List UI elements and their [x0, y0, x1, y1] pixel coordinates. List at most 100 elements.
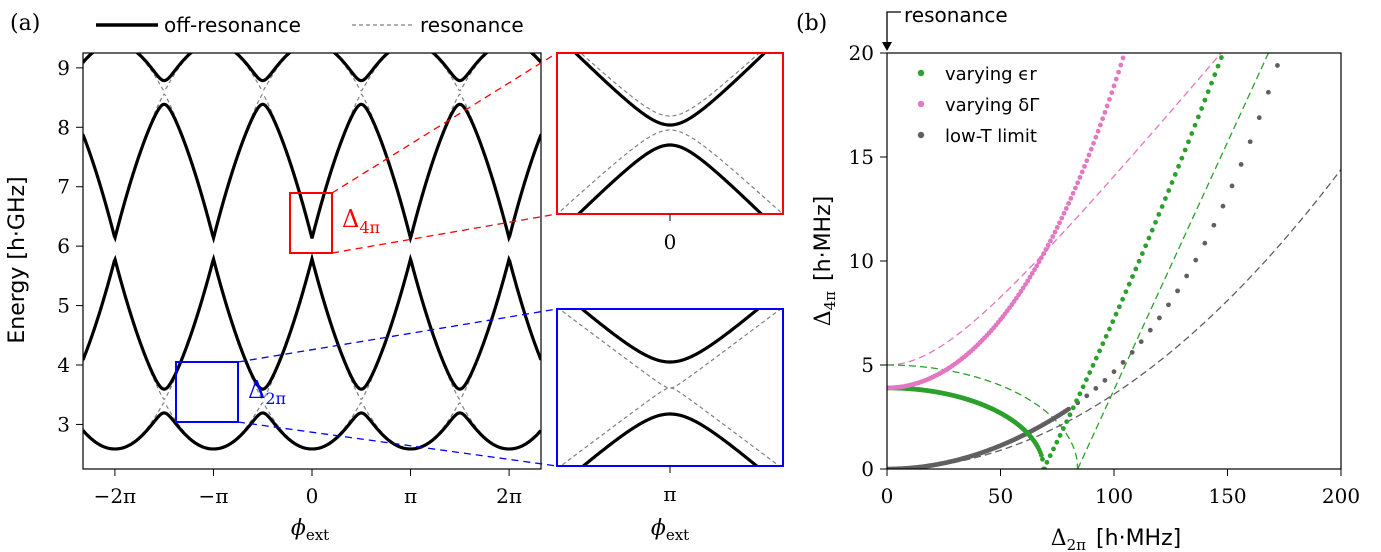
main-ylabel: Energy [h·GHz] [5, 176, 30, 343]
zoom-box-2pi [175, 361, 239, 423]
inset-bot-dash-lower [559, 387, 781, 466]
dot-gamma [1075, 180, 1081, 186]
gap-xtick-label: 150 [1208, 484, 1246, 508]
dot-gamma [1070, 190, 1076, 196]
dot-gamma [1020, 285, 1026, 291]
dot-eps [1060, 426, 1066, 431]
legend-low-t: low-T limit [945, 126, 1037, 147]
dot-gamma [1041, 251, 1047, 257]
dot-eps [1051, 446, 1056, 452]
dot-eps [1093, 355, 1099, 361]
dot-gamma [1068, 196, 1074, 201]
dot-eps [1166, 188, 1172, 193]
dot-eps [1120, 296, 1126, 302]
main-band-lower-1 [83, 252, 541, 391]
dot-lowT [1184, 273, 1190, 279]
panel-label-a: (a) [10, 11, 40, 36]
dot-eps [1139, 251, 1145, 256]
legend-dot-gamma [917, 100, 925, 108]
dot-gamma [1107, 96, 1112, 102]
dot-eps [1074, 398, 1079, 404]
dot-gamma [1095, 128, 1101, 134]
dot-gamma [1118, 62, 1124, 68]
gap-scatter-points [887, 47, 1280, 469]
dot-gamma [1061, 210, 1067, 216]
dot-lowT [1247, 139, 1253, 145]
dot-eps [1163, 196, 1168, 201]
dot-eps [1040, 456, 1045, 462]
dot-gamma [1016, 292, 1022, 298]
dot-gamma [1113, 76, 1119, 82]
dot-gamma [1032, 267, 1037, 273]
dot-lowT [1084, 393, 1090, 399]
main-band-lower-3 [83, 257, 541, 400]
dashed-eps-up [1077, 53, 1270, 469]
off-resonance-curves [83, 53, 541, 451]
legend-varying-eps: varying ϵr [945, 64, 1037, 85]
dot-eps [1159, 204, 1165, 209]
dot-gamma [1066, 201, 1071, 206]
dot-gamma [1088, 146, 1094, 152]
dot-eps [1116, 304, 1122, 310]
dot-eps [1199, 106, 1205, 111]
dot-lowT [1166, 302, 1171, 308]
dot-eps [1136, 258, 1142, 264]
main-band-upper-3 [83, 53, 541, 92]
gap-plot: 0 50 100 150 200 0 5 10 15 20 Δ2π [h·MHz] Δ4π[h·MH… [811, 3, 1361, 552]
dot-lowT [1102, 377, 1108, 383]
dot-lowT [1066, 406, 1071, 412]
inset-top-dash-upper [579, 53, 761, 117]
dot-lowT [1175, 288, 1180, 294]
dot-gamma [1111, 83, 1117, 89]
dot-eps [1149, 227, 1155, 233]
dot-gamma [1063, 206, 1069, 211]
main-ytick-label: 8 [57, 115, 70, 139]
dot-gamma [1079, 169, 1085, 175]
dot-gamma [1116, 69, 1121, 75]
dashed-eps-down [887, 364, 1079, 469]
dot-eps [1202, 97, 1208, 103]
dot-gamma [1036, 259, 1042, 265]
dot-eps [1189, 131, 1195, 136]
dot-gamma [1109, 90, 1115, 96]
dot-eps [1222, 47, 1227, 52]
dot-gamma [1077, 175, 1083, 180]
main-xtick-label: 0 [306, 484, 319, 508]
dot-gamma [1034, 263, 1040, 269]
dot-eps [1195, 114, 1201, 120]
dot-eps [1169, 180, 1175, 185]
legend-dot-eps [917, 69, 925, 77]
dot-gamma [1082, 163, 1087, 169]
gap-ytick-label: 15 [849, 145, 874, 169]
gap-axis-ticks: 0 50 100 150 200 0 5 10 15 20 [849, 41, 1361, 508]
delta-4pi-label: Δ4π [342, 205, 380, 237]
dot-eps [1156, 212, 1162, 217]
resonance-arrow [886, 11, 901, 44]
dot-lowT [1138, 339, 1144, 345]
gap-xtick-label: 0 [881, 484, 894, 508]
zoom-box-4pi [289, 192, 333, 254]
gap-ytick-label: 20 [849, 41, 874, 65]
dot-eps [1097, 348, 1102, 354]
dot-eps [1186, 139, 1191, 145]
dot-lowT [1220, 203, 1226, 209]
dot-eps [1103, 333, 1109, 339]
dashed-gamma [887, 53, 1222, 366]
main-xtick-label: −π [198, 484, 228, 508]
dot-gamma [1097, 122, 1103, 128]
resonance-arrowhead [882, 42, 892, 51]
main-band-upper-2 [83, 93, 541, 240]
dot-eps [1172, 172, 1178, 177]
dot-gamma [1073, 185, 1078, 191]
gap-ylabel: Δ4π[h·MHz] [811, 196, 839, 326]
dot-gamma [1048, 238, 1053, 244]
gap-ytick-label: 5 [861, 353, 874, 377]
dot-gamma [1018, 289, 1024, 294]
dot-gamma [1045, 242, 1051, 248]
dot-eps [1133, 266, 1139, 272]
gap-xtick-label: 50 [988, 484, 1013, 508]
dot-lowT [1147, 327, 1153, 333]
inset-bottom: π ϕext [556, 308, 784, 544]
dot-gamma [1023, 282, 1028, 287]
dot-gamma [1120, 55, 1126, 61]
